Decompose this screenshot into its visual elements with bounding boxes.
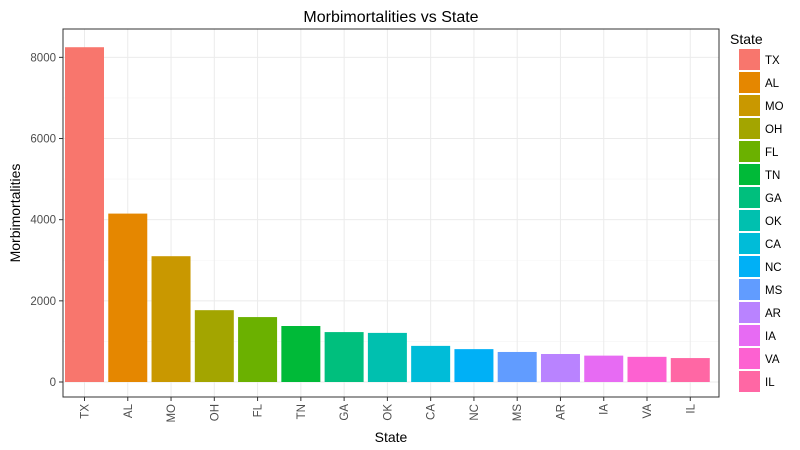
y-axis-title: Morbimortalities <box>7 164 23 263</box>
legend: State TX AL MO OH FL TN GA OK CA NC MS AR IA VA IL <box>730 31 784 392</box>
bar-ms <box>497 351 537 382</box>
legend-label: TX <box>765 55 780 67</box>
x-tick-label: AR <box>555 404 567 420</box>
x-tick-label: TN <box>296 404 308 419</box>
legend-key <box>739 233 760 254</box>
legend-label: IA <box>765 331 776 343</box>
x-tick-label: CA <box>426 404 438 420</box>
legend-key <box>739 49 760 70</box>
legend-label: VA <box>765 354 780 366</box>
legend-key <box>739 118 760 139</box>
x-tick-label: NC <box>469 404 481 421</box>
legend-label: GA <box>765 193 782 205</box>
legend-key <box>739 141 760 162</box>
chart-title: Morbimortalities vs State <box>303 9 478 26</box>
legend-key <box>739 302 760 323</box>
x-tick-label: IA <box>599 404 611 415</box>
legend-key <box>739 256 760 277</box>
plot-panel-border <box>62 28 720 398</box>
x-tick-label: MO <box>166 404 178 423</box>
x-tick-label: TX <box>80 404 92 419</box>
legend-title: State <box>730 31 763 47</box>
legend-label: MO <box>765 101 784 113</box>
y-tick-label: 4000 <box>30 215 56 227</box>
legend-label: MS <box>765 285 783 297</box>
legend-key <box>739 279 760 300</box>
bar-il <box>670 358 710 382</box>
bar-ia <box>584 355 624 382</box>
bar-fl <box>238 317 278 382</box>
legend-key <box>739 95 760 116</box>
legend-label: NC <box>765 262 782 274</box>
y-tick-label: 2000 <box>30 296 56 308</box>
bar-ga <box>324 332 364 382</box>
legend-key <box>739 210 760 231</box>
legend-key <box>739 187 760 208</box>
y-tick-label: 0 <box>50 377 56 389</box>
bar-ca <box>411 345 451 382</box>
legend-key <box>739 325 760 346</box>
x-tick-label: OK <box>382 404 394 421</box>
legend-key <box>739 72 760 93</box>
y-tick-label: 6000 <box>30 134 56 146</box>
bar-oh <box>194 310 234 382</box>
legend-label: IL <box>765 377 775 389</box>
legend-label: AL <box>765 78 780 90</box>
y-axis: 0 2000 4000 6000 8000 <box>30 52 63 389</box>
legend-label: TN <box>765 170 780 182</box>
bars <box>65 47 710 383</box>
x-tick-label: OH <box>209 404 221 421</box>
x-tick-label: GA <box>339 404 351 421</box>
legend-key <box>739 371 760 392</box>
bar-tn <box>281 325 321 382</box>
x-tick-label: AL <box>123 403 135 418</box>
legend-label: AR <box>765 308 781 320</box>
bar-nc <box>454 349 494 382</box>
x-tick-label: FL <box>253 403 265 417</box>
x-tick-label: VA <box>642 404 654 419</box>
bar-al <box>108 213 148 382</box>
x-axis: TX AL MO OH FL TN GA OK CA NC MS AR IA VA IL <box>80 397 697 423</box>
bar-ar <box>540 353 580 382</box>
x-tick-label: IL <box>685 403 697 413</box>
bar-va <box>627 356 667 382</box>
legend-label: CA <box>765 239 781 251</box>
y-tick-label: 8000 <box>30 52 56 64</box>
x-tick-label: MS <box>512 404 524 422</box>
legend-label: OH <box>765 124 782 136</box>
legend-label: FL <box>765 147 779 159</box>
x-axis-title: State <box>375 429 408 445</box>
bar-mo <box>151 256 191 382</box>
legend-key <box>739 164 760 185</box>
legend-label: OK <box>765 216 782 228</box>
bar-tx <box>65 47 104 383</box>
bar-ok <box>367 332 407 382</box>
legend-key <box>739 348 760 369</box>
